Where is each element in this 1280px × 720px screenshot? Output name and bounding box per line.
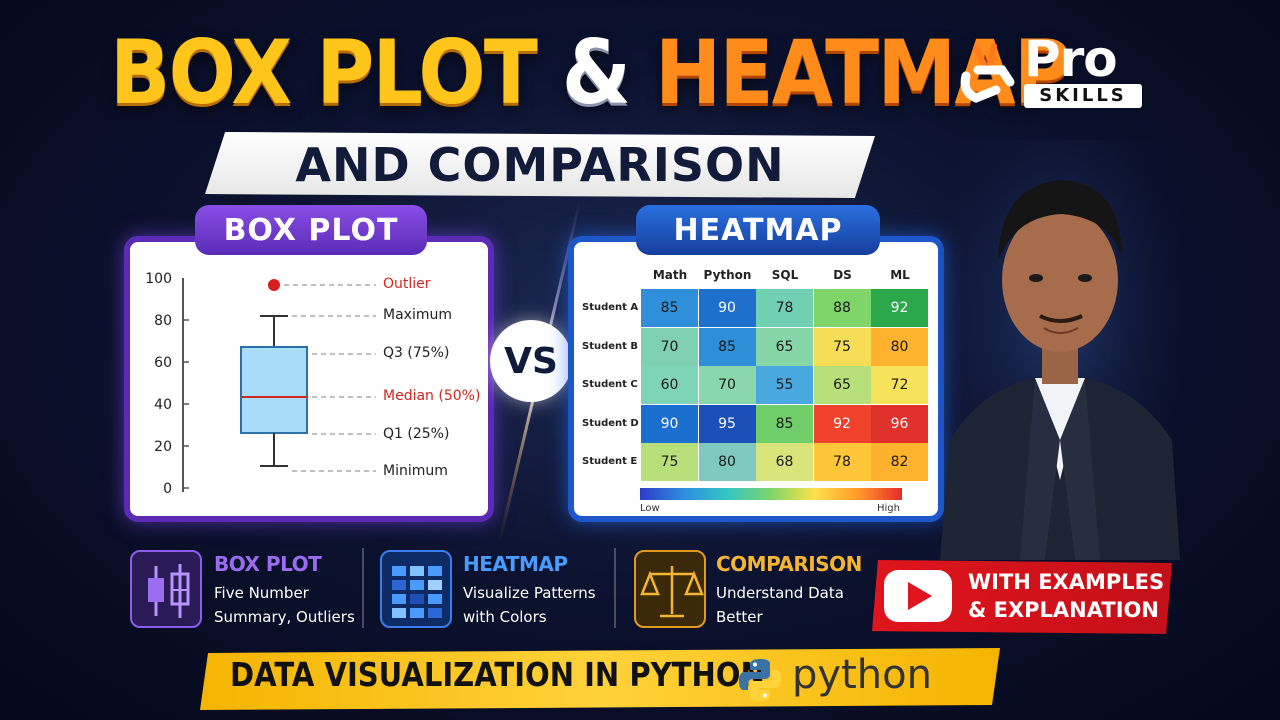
label-outlier: Outlier (383, 276, 431, 292)
vs-badge: VS (490, 320, 572, 402)
axis-tick-40: 40 (154, 397, 172, 413)
youtube-line1: WITH EXAMPLES (968, 570, 1165, 594)
heatmap-cell: 82 (871, 443, 928, 481)
heatmap-cell: 78 (813, 443, 871, 481)
youtube-text: WITH EXAMPLES & EXPLANATION (968, 568, 1164, 624)
heatmap-cell: 75 (813, 327, 871, 366)
heatmap-row-header: Student D (582, 417, 639, 429)
heatmap-row-header: Student A (582, 302, 639, 313)
python-logo-icon (739, 659, 781, 701)
label-maximum: Maximum (383, 307, 452, 323)
heatmap-cell: 68 (756, 443, 813, 481)
feature-divider (362, 548, 364, 628)
box-plot-panel (124, 236, 494, 522)
feature-boxplot-title: BOX PLOT (214, 552, 322, 576)
heatmap-row-header: Student C (582, 379, 638, 390)
bottom-caption: DATA VISUALIZATION IN PYTHON (230, 655, 765, 694)
heatmap-cell: 55 (756, 366, 813, 404)
label-median: Median (50%) (383, 388, 481, 404)
feature-heatmap-icon-frame (380, 550, 452, 628)
box-plot-graphic (182, 278, 376, 492)
youtube-line2: & EXPLANATION (968, 598, 1159, 622)
heatmap-cell: 70 (641, 327, 698, 366)
feature-heatmap-line1: Visualize Patterns (463, 584, 596, 602)
youtube-play-button[interactable] (884, 570, 952, 622)
heatmap-cell: 90 (641, 404, 698, 443)
feature-boxplot-icon-frame (130, 550, 202, 628)
scales-icon (640, 566, 704, 618)
heatmap-cell: 65 (813, 366, 871, 404)
logo-skills-text: SKILLS (1024, 84, 1142, 108)
heatmap-cell: 92 (871, 289, 928, 327)
title-ampersand: & (561, 21, 631, 124)
scale-high-label: High (877, 503, 900, 514)
logo-mark-icon (960, 43, 1015, 103)
scale-low-label: Low (640, 503, 660, 514)
axis-tick-100: 100 (145, 271, 172, 287)
bottom-band (200, 648, 1000, 710)
heatmap-cell: 80 (698, 443, 756, 481)
heatmap-color-scale (640, 488, 902, 500)
heatmap-cell: 75 (641, 443, 698, 481)
heatmap-cell: 80 (871, 327, 928, 366)
heatmap-grid-icon (392, 566, 442, 618)
heatmap-cell: 96 (871, 404, 928, 443)
heatmap-cell: 85 (641, 289, 698, 327)
feature-heatmap-line2: with Colors (463, 608, 547, 626)
heatmap-cell: 70 (698, 366, 756, 404)
box-plot-label: BOX PLOT (195, 205, 427, 255)
feature-comparison-icon-frame (634, 550, 706, 628)
heatmap-column-header: DS (833, 268, 852, 282)
axis-tick-0: 0 (163, 481, 172, 497)
feature-divider (614, 548, 616, 628)
presenter-photo (940, 140, 1180, 560)
heatmap-cell: 88 (813, 289, 871, 327)
heatmap-cell: 85 (756, 404, 813, 443)
box-plot-icon (148, 564, 190, 618)
heatmap-cell: 85 (698, 327, 756, 366)
title-box-plot: BOX PLOT (110, 21, 538, 124)
heatmap-cell: 60 (641, 366, 698, 404)
heatmap-cell: 92 (813, 404, 871, 443)
feature-comparison-line1: Understand Data (716, 584, 844, 602)
label-minimum: Minimum (383, 463, 448, 479)
pro-skills-logo: Pro SKILLS (958, 30, 1148, 110)
iqr-box (240, 346, 308, 434)
heatmap-column-header: Math (652, 268, 688, 282)
feature-comparison-title: COMPARISON (716, 552, 862, 576)
heatmap-cell: 78 (756, 289, 813, 327)
main-title: BOX PLOT & HEATMAP (110, 18, 1072, 128)
heatmap-column-header: ML (890, 268, 910, 282)
outlier-point (268, 279, 280, 291)
axis-tick-20: 20 (154, 439, 172, 455)
python-wordmark: python (792, 652, 932, 698)
label-q3: Q3 (75%) (383, 345, 450, 361)
subtitle-band: AND COMPARISON (205, 132, 875, 198)
heatmap-cell: 95 (698, 404, 756, 443)
axis-tick-60: 60 (154, 355, 172, 371)
subtitle: AND COMPARISON (295, 138, 785, 192)
heatmap-cell: 65 (756, 327, 813, 366)
heatmap-column-header: SQL (771, 268, 799, 282)
heatmap-label: HEATMAP (636, 205, 880, 255)
heatmap-cell: 90 (698, 289, 756, 327)
heatmap-column-header: Python (703, 268, 752, 282)
feature-boxplot-line2: Summary, Outliers (214, 608, 355, 626)
play-icon (908, 582, 932, 610)
logo-pro-text: Pro (1024, 30, 1118, 88)
feature-heatmap-title: HEATMAP (463, 552, 568, 576)
heatmap-row-header: Student E (582, 456, 638, 467)
label-q1: Q1 (25%) (383, 426, 450, 442)
heatmap-cell: 72 (871, 366, 928, 404)
heatmap-row-header: Student B (582, 340, 639, 352)
feature-boxplot-line1: Five Number (214, 584, 309, 602)
feature-comparison-line2: Better (716, 608, 763, 626)
axis-tick-80: 80 (154, 313, 172, 329)
